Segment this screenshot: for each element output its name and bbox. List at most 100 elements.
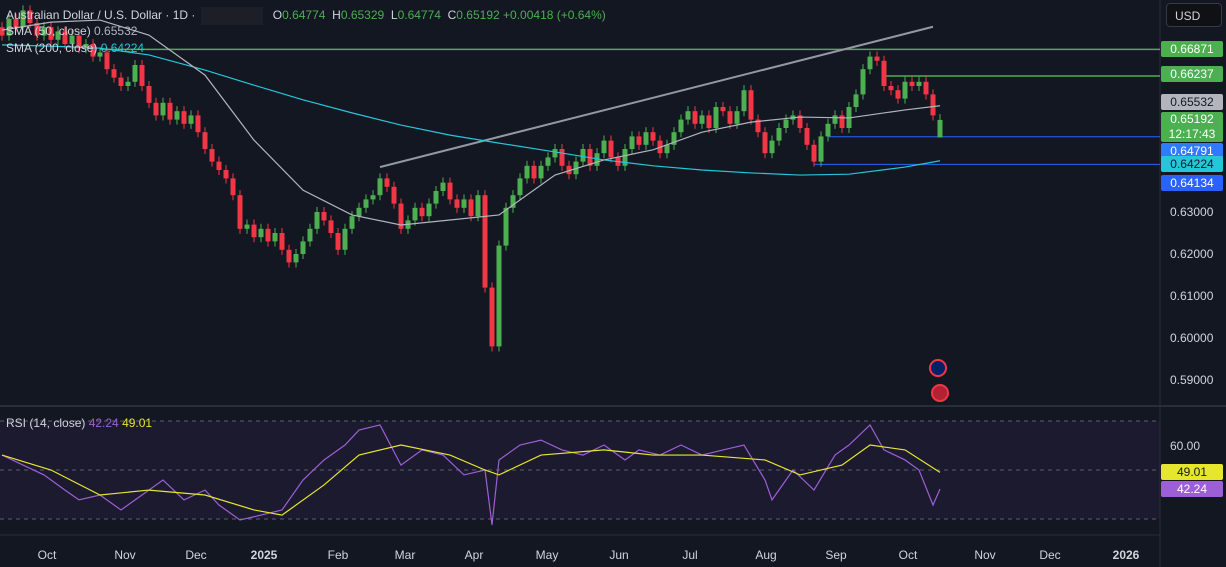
candle-body [461,199,467,208]
price-tick: 0.61000 [1170,289,1214,303]
price-tick: 0.60000 [1170,331,1214,345]
candle-body [853,94,859,107]
candle-body [734,111,740,124]
candle-body [594,153,600,166]
price-tag: 0.64791 [1161,143,1223,159]
time-label: Feb [327,548,349,562]
candle-body [797,115,803,128]
candle-body [188,115,194,124]
candle-body [433,191,439,204]
candle-body [328,220,334,233]
candle-body [0,27,5,36]
candle-body [111,69,117,78]
price-tag: 0.64134 [1161,175,1223,191]
time-label: Mar [394,548,416,562]
candle-body [811,144,817,162]
time-label: 2025 [250,548,278,562]
rsi-label: RSI (14, close) [6,416,86,430]
sma50-legend[interactable]: SMA (50, close) 0.65532 [6,24,137,38]
price-tag: 0.65192 12:17:43 [1161,112,1223,142]
candle-body [13,18,19,28]
candle-body [321,212,327,221]
candle-body [496,245,502,347]
price-tag-value: 0.66871 [1170,42,1214,56]
candle-body [293,254,299,263]
time-label: Sep [825,548,847,562]
candle-body [517,178,523,196]
time-label: Dec [185,548,207,562]
price-tag: 0.66871 [1161,41,1223,57]
candle-body [510,195,516,208]
candle-body [538,165,544,179]
candle-body [342,228,348,250]
candle-body [125,81,131,86]
candle-body [629,136,635,149]
candle-body [692,111,698,124]
candle-body [776,128,782,141]
candle-body [923,81,929,95]
candle-body [475,195,481,217]
symbol-legend: Australian Dollar / U.S. Dollar · 1D · O… [6,7,606,25]
candle-body [223,170,229,179]
sma200-label: SMA (200, close) [6,41,98,55]
time-label: Oct [898,548,918,562]
candle-body [426,203,432,217]
price-tick: 0.62000 [1170,247,1214,261]
candle-body [902,81,908,99]
price-tick: 0.63000 [1170,205,1214,219]
candle-body [447,182,453,200]
candle-body [55,31,61,40]
redacted-box [201,7,264,25]
candle-body [874,56,880,61]
candle-body [104,52,110,70]
last-candle-body [937,119,943,138]
close-label: C [447,8,457,23]
candle-body [636,136,642,145]
candle-body [41,27,47,36]
candle-body [391,186,397,204]
price-tag: 0.65532 [1161,94,1223,110]
candle-body [650,132,656,141]
candle-body [643,132,649,145]
candle-body [867,56,873,70]
candle-body [566,165,572,175]
candle-body [783,119,789,128]
candle-body [153,102,159,116]
sma50-value: 0.65532 [94,24,138,38]
candle-body [489,287,495,347]
candle-body [251,224,257,238]
candle-body [419,207,425,217]
candle-body [881,60,887,86]
candle-body [279,233,285,250]
price-tag-value: 0.64791 [1170,144,1214,158]
candle-body [762,132,768,154]
sma200-line [1,44,941,176]
candle-body [83,44,89,49]
candle-body [622,149,628,166]
candle-body [90,44,96,57]
candle-body [202,132,208,149]
sma50-label: SMA (50, close) [6,24,91,38]
candle-body [377,178,383,196]
currency-button[interactable]: USD [1166,3,1222,27]
sma200-value: 0.64224 [100,41,145,55]
low-label: L [390,8,398,23]
price-tag: 0.66237 [1161,66,1223,82]
candle-body [244,224,250,229]
candle-body [370,195,376,200]
candle-body [440,182,446,191]
candle-body [314,212,320,229]
candle-body [335,233,341,250]
candle-body [832,115,838,124]
rsi-legend[interactable]: RSI (14, close) 42.24 49.01 [6,416,152,430]
sma50-line [1,19,941,226]
candle-body [503,207,509,246]
candle-body [482,195,488,288]
symbol-title[interactable]: Australian Dollar / U.S. Dollar · 1D · [6,8,196,23]
open-value: 0.64774 [282,8,326,23]
sma200-legend[interactable]: SMA (200, close) 0.64224 [6,41,144,55]
candle-body [181,111,187,124]
candle-body [195,115,201,133]
time-label: Apr [464,548,484,562]
